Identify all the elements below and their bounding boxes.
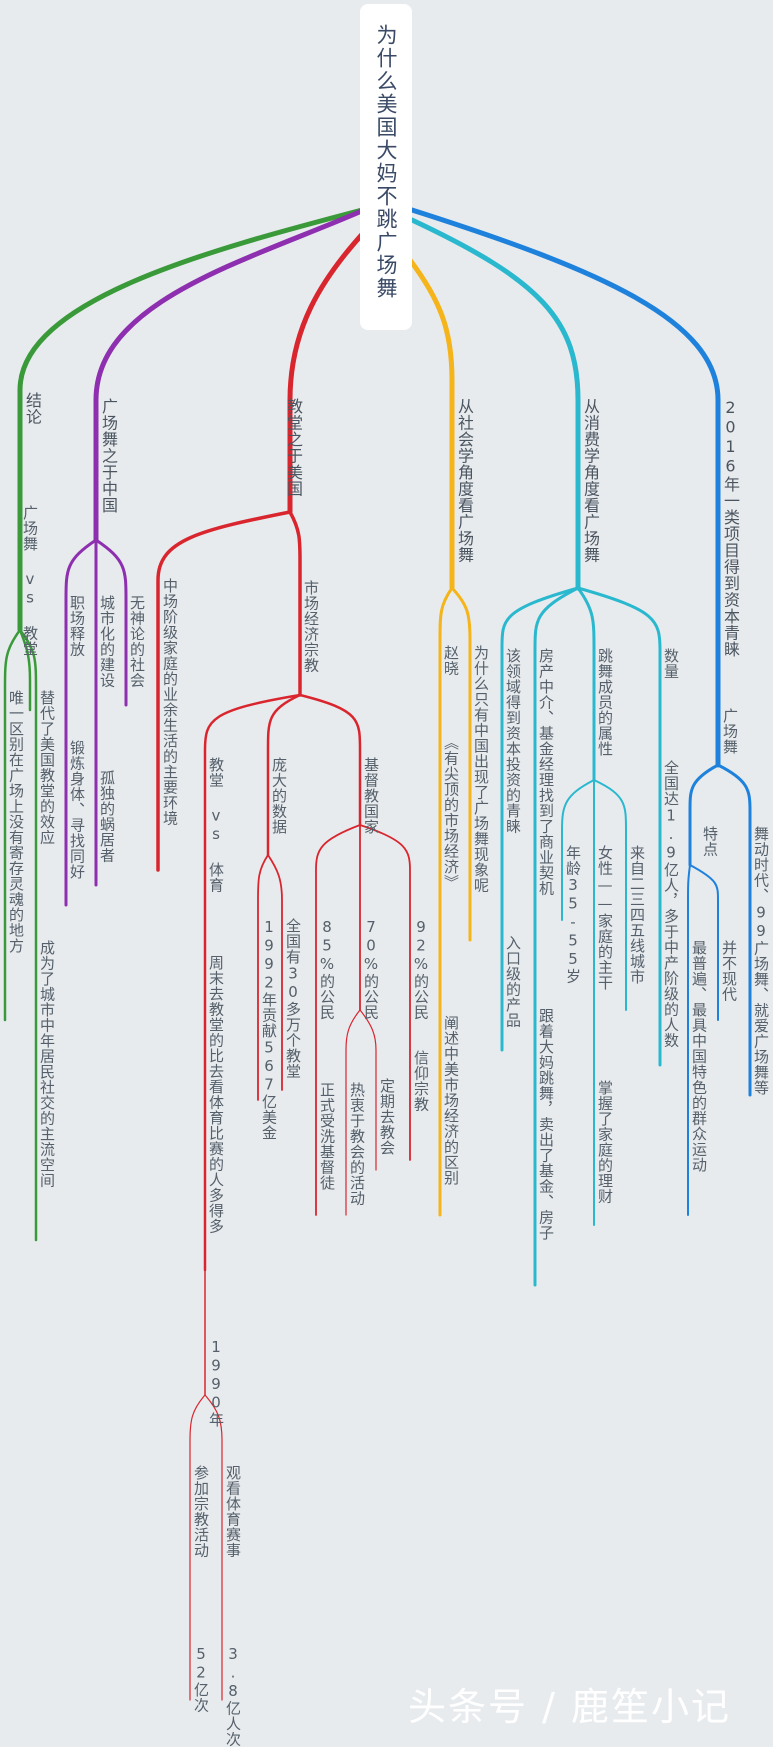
node-5-2-billion: 52亿次 bbox=[192, 1645, 210, 1713]
node-sociology: 从社会学角度看广场舞 bbox=[455, 398, 474, 563]
node-1990: 1990年 bbox=[207, 1338, 225, 1428]
node-more-churchgoers: 周末去教堂的比去看体育比赛的人多得多 bbox=[207, 955, 225, 1234]
node-70-percent: 70%的公民 bbox=[362, 918, 380, 1020]
node-conclusion: 结论 bbox=[23, 392, 42, 425]
node-believe-religion: 信仰宗教 bbox=[412, 1050, 430, 1112]
node-why-only-china: 为什么只有中国出现了广场舞现象呢 bbox=[472, 645, 490, 893]
node-quantity: 数量 bbox=[662, 648, 680, 679]
node-religious-activities: 参加宗教活动 bbox=[192, 1465, 210, 1558]
node-replaced-church-effect: 替代了美国教堂的效应 bbox=[38, 690, 56, 845]
node-not-modern: 并不现代 bbox=[720, 940, 738, 1002]
node-square-dance-vs-church: 广场舞 vs 教堂 bbox=[21, 505, 39, 657]
branch-2016 bbox=[409, 207, 752, 1216]
node-only-difference: 唯一区别在广场上没有寄存灵魂的地方 bbox=[7, 690, 25, 954]
branch-conclusion bbox=[3, 207, 365, 1242]
node-380-million: 3.8亿人次 bbox=[224, 1645, 242, 1747]
watermark: 头条号 / 鹿笙小记 bbox=[408, 1685, 731, 1729]
node-family-finance: 掌握了家庭的理财 bbox=[596, 1080, 614, 1204]
node-business-opportunity: 房产中介、基金经理找到了商业契机 bbox=[537, 648, 555, 896]
node-age-range: 年龄35-55岁 bbox=[564, 845, 582, 984]
node-regular-church: 定期去教会 bbox=[378, 1078, 396, 1156]
node-190-million: 全国达1.9亿人，多于中产阶级的人数 bbox=[662, 760, 680, 1048]
node-apps: 舞动时代、99广场舞、就爱广场舞等 bbox=[752, 826, 770, 1096]
node-market-religion: 市场经济宗教 bbox=[302, 580, 320, 673]
node-consumption: 从消费学角度看广场舞 bbox=[581, 398, 600, 563]
node-social-space: 成为了城市中年居民社交的主流空间 bbox=[38, 940, 56, 1188]
node-exercise: 锻炼身体、寻找同好 bbox=[68, 740, 86, 880]
node-capital-favor: 该领域得到资本投资的青睐 bbox=[504, 648, 522, 834]
node-huge-data: 庞大的数据 bbox=[270, 757, 288, 835]
branch-consumption bbox=[409, 217, 662, 1287]
node-workplace-release: 职场释放 bbox=[68, 595, 86, 657]
node-85-percent: 85%的公民 bbox=[318, 918, 336, 1020]
node-female-backbone: 女性——家庭的主干 bbox=[596, 845, 614, 991]
node-watch-sports: 观看体育赛事 bbox=[224, 1465, 242, 1558]
branch-china bbox=[64, 207, 367, 907]
node-middle-class-env: 中场阶级家庭的业余生活的主要环境 bbox=[161, 578, 179, 826]
branch-church bbox=[156, 227, 411, 1701]
node-member-attributes: 跳舞成员的属性 bbox=[596, 648, 614, 757]
root-title: 为什么美国大妈不跳广场舞 bbox=[374, 24, 398, 300]
node-square-dance-china: 广场舞之于中国 bbox=[99, 398, 118, 514]
node-lonely-dwellers: 孤独的蜗居者 bbox=[98, 770, 116, 863]
node-atheist-society: 无神论的社会 bbox=[128, 595, 146, 688]
node-1992-contribution: 1992年贡献567亿美金 bbox=[260, 918, 278, 1141]
node-300k-churches: 全国有30多万个教堂 bbox=[284, 918, 302, 1079]
node-church-america: 教堂之于美国 bbox=[284, 398, 303, 497]
node-sold-funds: 跟着大妈跳舞，卖出了基金、房子 bbox=[537, 1008, 555, 1241]
node-zhao-xiao: 赵晓 bbox=[442, 645, 460, 676]
node-explains-difference: 阐述中美市场经济的区别 bbox=[442, 1015, 460, 1186]
node-christian-nation: 基督教国家 bbox=[362, 757, 380, 835]
node-baptized: 正式受洗基督徒 bbox=[318, 1082, 336, 1191]
node-church-activities: 热衷于教会的活动 bbox=[348, 1082, 366, 1206]
node-urbanization: 城市化的建设 bbox=[98, 595, 116, 688]
node-features: 特点 bbox=[701, 826, 719, 857]
root-topic: 为什么美国大妈不跳广场舞 bbox=[360, 4, 412, 330]
node-square-dance: 广场舞 bbox=[721, 708, 739, 755]
node-book-title: 《有尖顶的市场经济》 bbox=[442, 735, 460, 890]
node-2016-capital: 2016年一类项目得到资本青睐 bbox=[721, 398, 740, 658]
node-most-common: 最普遍、最具中国特色的群众运动 bbox=[690, 940, 708, 1173]
node-lower-tier-cities: 来自二三四五线城市 bbox=[628, 845, 646, 985]
node-entry-product: 入口级的产品 bbox=[504, 935, 522, 1028]
branch-sociology bbox=[407, 257, 472, 1217]
node-92-percent: 92%的公民 bbox=[412, 918, 430, 1020]
node-church-vs-sports: 教堂 vs 体育 bbox=[207, 757, 225, 893]
